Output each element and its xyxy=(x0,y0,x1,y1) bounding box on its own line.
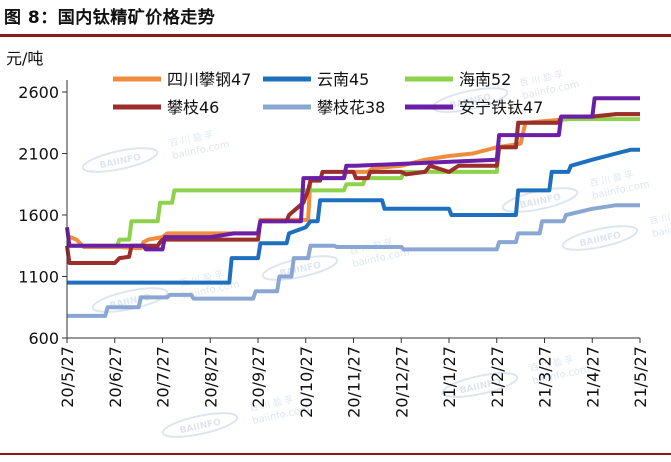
figure-title: 图 8：国内钛精矿价格走势 xyxy=(4,8,216,28)
watermark-cn: 百 川 盈 孚 xyxy=(648,206,671,227)
legend-label: 攀枝46 xyxy=(167,98,219,117)
legend-item: 四川攀钢47 xyxy=(113,70,251,89)
x-tick-label: 20/8/27 xyxy=(201,346,220,408)
bottom-rule xyxy=(0,453,671,455)
x-tick-label: 21/5/27 xyxy=(631,346,650,408)
x-tick-label: 21/3/27 xyxy=(536,346,555,408)
legend-item: 云南45 xyxy=(263,70,369,89)
y-tick-label: 2600 xyxy=(18,83,59,102)
legend-label: 云南45 xyxy=(317,70,369,89)
x-tick-label: 20/5/27 xyxy=(58,346,77,408)
legend: 四川攀钢47 云南45 海南52 攀枝46 攀枝花38 安宁铁钛47 xyxy=(113,70,543,117)
x-tick-label: 20/11/27 xyxy=(345,346,364,418)
legend-label: 四川攀钢47 xyxy=(167,70,251,89)
y-tick-label: 2100 xyxy=(18,145,59,164)
legend-label: 安宁铁钛47 xyxy=(459,98,543,117)
legend-item: 攀枝46 xyxy=(113,98,219,117)
legend-item: 安宁铁钛47 xyxy=(405,98,543,117)
title-rule xyxy=(0,34,671,37)
x-tick-label: 21/2/27 xyxy=(488,346,507,408)
x-tick-label: 20/6/27 xyxy=(106,346,125,408)
legend-item: 攀枝花38 xyxy=(263,98,385,117)
watermark-oval xyxy=(161,412,239,438)
y-tick-label: 600 xyxy=(28,329,59,348)
series-line xyxy=(65,96,640,252)
x-ticks: 20/5/27 20/6/27 20/7/27 20/8/27 20/9/27 20/10… xyxy=(58,338,650,418)
x-tick-label: 20/12/27 xyxy=(392,346,411,418)
x-tick-label: 20/9/27 xyxy=(249,346,268,408)
watermark-oval xyxy=(561,225,639,251)
series-line xyxy=(67,203,640,318)
x-tick-label: 20/7/27 xyxy=(154,346,173,408)
series-lines xyxy=(65,96,640,318)
y-axis-unit: 元/吨 xyxy=(6,49,43,68)
watermark-oval xyxy=(441,372,519,398)
x-tick-label: 21/4/27 xyxy=(583,346,602,408)
legend-label: 海南52 xyxy=(459,70,511,89)
watermark-oval xyxy=(81,147,159,173)
x-tick-label: 21/1/27 xyxy=(440,346,459,408)
legend-item: 海南52 xyxy=(405,70,511,89)
x-tick-label: 20/10/27 xyxy=(297,346,316,418)
y-tick-label: 1100 xyxy=(18,268,59,287)
y-ticks: 600 1100 1600 2100 2600 xyxy=(18,83,67,348)
series-line xyxy=(67,117,640,248)
series-line xyxy=(65,112,640,265)
y-tick-label: 1600 xyxy=(18,206,59,225)
series-line xyxy=(67,147,640,285)
legend-label: 攀枝花38 xyxy=(317,98,385,117)
